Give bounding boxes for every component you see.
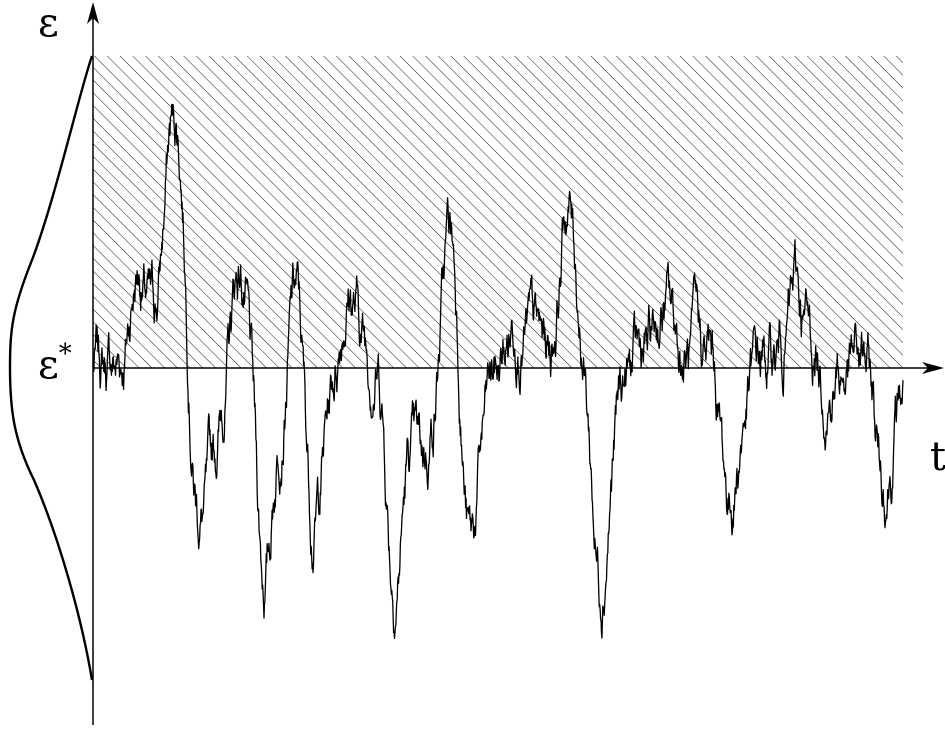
hatched-region [93, 56, 903, 368]
threshold-label-star: * [59, 339, 72, 369]
threshold-label-base: ε [38, 342, 59, 388]
x-axis-label: t [930, 434, 945, 480]
distribution-curve [8, 55, 94, 681]
y-axis-arrow-icon [87, 2, 99, 24]
threshold-label: ε* [38, 339, 72, 388]
y-axis-label: ε [38, 0, 59, 46]
x-axis-arrow-icon [922, 362, 944, 374]
lower-region [93, 368, 903, 708]
